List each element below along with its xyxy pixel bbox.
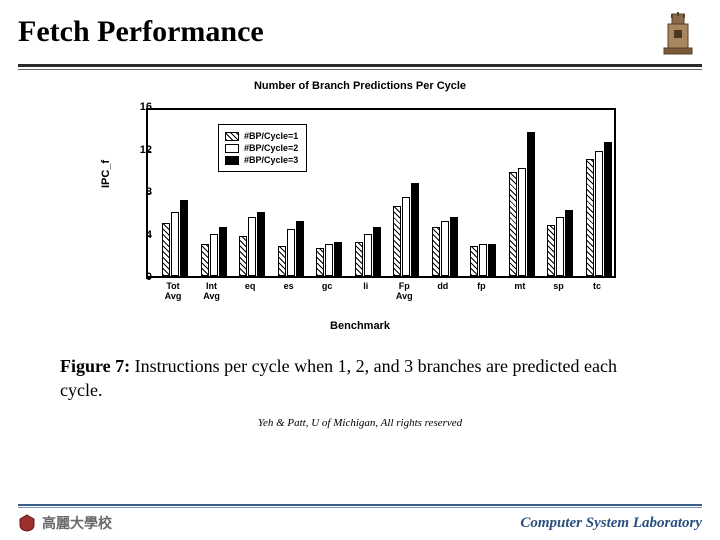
header-divider <box>18 64 702 67</box>
footer-right: Computer System Laboratory <box>520 515 702 532</box>
bar <box>355 242 363 276</box>
legend-item: #BP/Cycle=3 <box>225 155 298 165</box>
university-crest-icon <box>18 514 36 532</box>
caption-lead: Figure 7: <box>60 356 130 376</box>
bar <box>527 132 535 277</box>
xtick-label: dd <box>437 282 448 292</box>
bar <box>316 248 324 276</box>
footer-left: 高麗大學校 <box>18 513 112 533</box>
xtick-label: eq <box>245 282 256 292</box>
xtick-label: mt <box>514 282 525 292</box>
bar <box>547 225 555 276</box>
bar <box>201 244 209 276</box>
bar <box>257 212 265 276</box>
chart-title: Number of Branch Predictions Per Cycle <box>254 80 466 92</box>
page-title: Fetch Performance <box>18 15 264 49</box>
bar <box>239 236 247 276</box>
xtick-label: Tot Avg <box>165 282 182 302</box>
bar <box>296 221 304 276</box>
x-axis-label: Benchmark <box>330 320 390 332</box>
bar <box>278 246 286 276</box>
university-tower-icon <box>654 8 702 56</box>
ytick-label: 12 <box>122 144 152 156</box>
bar <box>219 227 227 276</box>
xtick-label: tc <box>593 282 601 292</box>
bar <box>470 246 478 276</box>
xtick-label: sp <box>553 282 564 292</box>
bar <box>325 244 333 276</box>
chart-legend: #BP/Cycle=1 #BP/Cycle=2 #BP/Cycle=3 <box>218 124 307 172</box>
footer-left-text: 高麗大學校 <box>42 513 112 533</box>
legend-swatch <box>225 144 239 153</box>
legend-label: #BP/Cycle=3 <box>244 155 298 165</box>
bar <box>364 234 372 277</box>
ytick-label: 4 <box>122 229 152 241</box>
legend-swatch <box>225 156 239 165</box>
y-axis-label: IPC_f <box>100 160 112 188</box>
bar <box>402 197 410 276</box>
bar <box>441 221 449 276</box>
xtick-label: fp <box>477 282 486 292</box>
bar <box>565 210 573 276</box>
xtick-label: Fp Avg <box>396 282 413 302</box>
figure-caption: Figure 7: Instructions per cycle when 1,… <box>60 354 660 403</box>
ytick-label: 0 <box>122 271 152 283</box>
bar <box>287 229 295 276</box>
legend-label: #BP/Cycle=2 <box>244 143 298 153</box>
bar <box>604 142 612 276</box>
legend-item: #BP/Cycle=1 <box>225 131 298 141</box>
bar <box>373 227 381 276</box>
bar <box>556 217 564 277</box>
bar-chart: IPC_f #BP/Cycle=1#BP/Cycle=2#BP/Cycle=3 … <box>90 98 630 318</box>
bar <box>171 212 179 276</box>
bar <box>595 151 603 276</box>
legend-item: #BP/Cycle=2 <box>225 143 298 153</box>
attribution: Yeh & Patt, U of Michigan, All rights re… <box>258 417 462 429</box>
bar <box>334 242 342 276</box>
bar <box>586 159 594 276</box>
bar <box>162 223 170 276</box>
bar <box>180 200 188 277</box>
bar <box>393 206 401 276</box>
xtick-label: gc <box>322 282 333 292</box>
bar <box>509 172 517 276</box>
legend-label: #BP/Cycle=1 <box>244 131 298 141</box>
bar <box>210 234 218 277</box>
ytick-label: 16 <box>122 101 152 113</box>
bar <box>450 217 458 277</box>
xtick-label: es <box>284 282 294 292</box>
legend-swatch <box>225 132 239 141</box>
bar <box>248 217 256 277</box>
xtick-label: li <box>363 282 368 292</box>
bar <box>479 244 487 276</box>
bar <box>518 168 526 276</box>
caption-text: Instructions per cycle when 1, 2, and 3 … <box>60 356 617 400</box>
xtick-label: Int Avg <box>203 282 220 302</box>
bar <box>488 244 496 276</box>
bar <box>411 183 419 277</box>
bar <box>432 227 440 276</box>
ytick-label: 8 <box>122 186 152 198</box>
